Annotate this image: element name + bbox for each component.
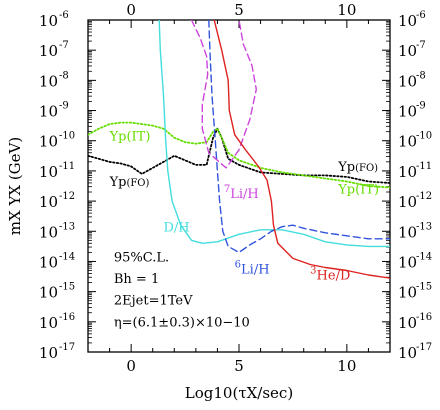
y-tick-label-right: 10 xyxy=(398,314,417,332)
y-tick-label: 10 xyxy=(39,193,58,211)
y-tick-label-right: 10 xyxy=(398,253,417,271)
y-tick-exponent: -16 xyxy=(59,312,75,323)
y-tick-label-right: 10 xyxy=(398,72,417,90)
annotation-1: 95%C.L. xyxy=(114,250,169,265)
y-tick-label-right: 10 xyxy=(398,103,417,121)
y-tick-exponent-right: -6 xyxy=(416,10,426,21)
curve-label: Yp(FO) xyxy=(337,160,378,175)
series-line-yp-it- xyxy=(88,121,390,189)
y-tick-label-right: 10 xyxy=(398,223,417,241)
y-tick-label: 10 xyxy=(39,284,58,302)
annotation-2: Bh = 1 xyxy=(114,272,159,287)
y-tick-label-right: 10 xyxy=(398,193,417,211)
y-tick-exponent: -12 xyxy=(59,191,75,202)
annotation-4: η=(6.1±0.3)×10−10 xyxy=(114,315,250,330)
y-tick-label: 10 xyxy=(39,12,58,30)
y-tick-label: 10 xyxy=(39,42,58,60)
y-tick-label: 10 xyxy=(39,223,58,241)
y-tick-exponent-right: -12 xyxy=(416,191,432,202)
curve-label: 3He/D xyxy=(310,266,350,284)
y-tick-label-right: 10 xyxy=(398,163,417,181)
y-tick-exponent-right: -14 xyxy=(416,251,432,262)
y-tick-label-right: 10 xyxy=(398,42,417,60)
y-tick-exponent: -17 xyxy=(59,342,75,353)
annotation-3: 2Ejet=1TeV xyxy=(114,294,193,309)
curve-label: Yp(IT) xyxy=(337,183,379,198)
y-tick-label: 10 xyxy=(39,253,58,271)
curve-label: D/H xyxy=(164,220,190,235)
y-tick-exponent-right: -11 xyxy=(416,161,432,172)
y-tick-label-right: 10 xyxy=(398,133,417,151)
y-tick-label: 10 xyxy=(39,344,58,362)
y-tick-exponent-right: -10 xyxy=(416,131,432,142)
y-tick-exponent: -7 xyxy=(59,40,69,51)
x-tick-label: 0 xyxy=(126,357,136,375)
y-tick-exponent-right: -15 xyxy=(416,282,432,293)
curve-label: 7Li/H xyxy=(224,184,259,202)
series-line-6li-h xyxy=(208,20,390,254)
y-tick-exponent: -11 xyxy=(59,161,75,172)
x-top-tick-label: 5 xyxy=(234,1,244,19)
y-tick-exponent-right: -16 xyxy=(416,312,432,323)
y-tick-exponent: -8 xyxy=(59,70,69,81)
y-tick-exponent: -13 xyxy=(59,221,75,232)
y-tick-exponent-right: -9 xyxy=(416,101,426,112)
curve-label: 6Li/H xyxy=(235,260,270,278)
series-line-7li-h xyxy=(190,20,257,169)
x-tick-label: 5 xyxy=(234,357,244,375)
series-group xyxy=(88,20,390,279)
curve-label: Yp(IT) xyxy=(109,130,151,145)
x-top-tick-label: 10 xyxy=(337,1,356,19)
y-tick-label: 10 xyxy=(39,103,58,121)
y-tick-label-right: 10 xyxy=(398,284,417,302)
y-tick-label-right: 10 xyxy=(398,12,417,30)
y-tick-exponent: -6 xyxy=(59,10,69,21)
y-tick-exponent: -15 xyxy=(59,282,75,293)
x-top-tick-label: 0 xyxy=(126,1,136,19)
y-tick-exponent: -14 xyxy=(59,251,75,262)
y-tick-exponent-right: -13 xyxy=(416,221,432,232)
y-tick-label: 10 xyxy=(39,314,58,332)
x-axis-title: Log10(τX/sec) xyxy=(185,384,293,402)
y-tick-exponent-right: -17 xyxy=(416,342,432,353)
y-tick-exponent-right: -8 xyxy=(416,70,426,81)
y-tick-exponent: -9 xyxy=(59,101,69,112)
y-tick-exponent-right: -7 xyxy=(416,40,426,51)
curve-label: Yp(FO) xyxy=(109,175,150,190)
series-line-3he-d xyxy=(213,20,390,279)
y-tick-label: 10 xyxy=(39,163,58,181)
y-tick-label: 10 xyxy=(39,72,58,90)
y-tick-label-right: 10 xyxy=(398,344,417,362)
y-axis-title: mX YX (GeV) xyxy=(6,137,24,235)
y-tick-label: 10 xyxy=(39,133,58,151)
x-tick-label: 10 xyxy=(337,357,356,375)
series-line-d-h xyxy=(158,20,390,248)
y-tick-exponent: -10 xyxy=(59,131,75,142)
